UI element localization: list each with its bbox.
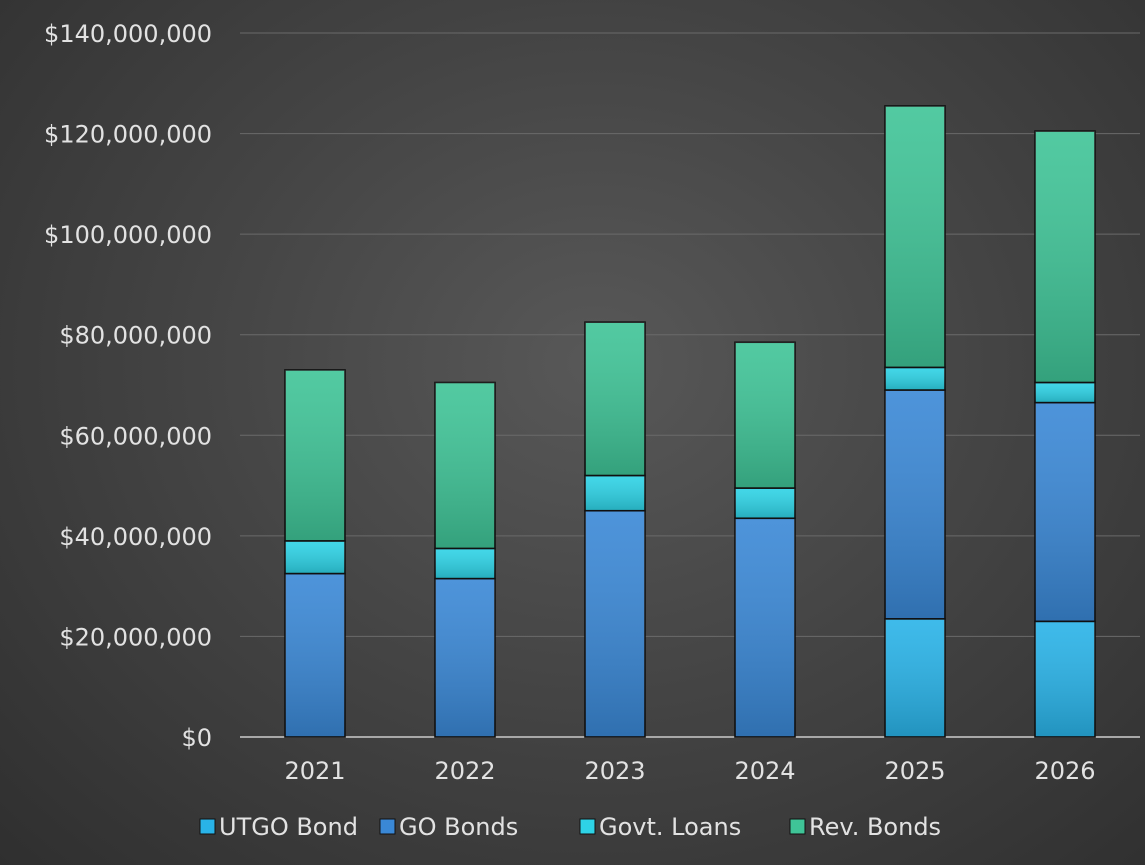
legend-swatch	[789, 818, 806, 835]
bar-segment-shade	[435, 382, 495, 549]
legend-item: GO Bonds	[379, 813, 518, 841]
legend-swatch	[199, 818, 216, 835]
x-tick-label: 2021	[284, 757, 345, 785]
y-tick-label: $140,000,000	[44, 20, 212, 48]
bar-segment-shade	[435, 548, 495, 579]
bar-stack-2023	[584, 321, 646, 738]
bar-segment-shade	[1035, 131, 1095, 383]
legend-label: UTGO Bond	[219, 813, 358, 841]
bar-segment-shade	[735, 518, 795, 737]
x-tick-label: 2025	[884, 757, 945, 785]
bar-segment-shade	[285, 573, 345, 737]
bar-stack-2022	[434, 381, 496, 738]
legend-label: GO Bonds	[399, 813, 518, 841]
bar-segment-shade	[585, 475, 645, 511]
bar-segment-shade	[885, 105, 945, 368]
bar-segment-shade	[1035, 621, 1095, 737]
bar-stack-2021	[284, 369, 346, 738]
bar-stack-2024	[734, 341, 796, 738]
bar-segment-shade	[1035, 402, 1095, 622]
bar-segment-shade	[285, 369, 345, 541]
legend-swatch	[579, 818, 596, 835]
y-tick-label: $80,000,000	[59, 322, 212, 350]
legend: UTGO Bond GO Bonds Govt. Loans Rev. Bonds	[199, 813, 941, 841]
bar-segment-shade	[585, 322, 645, 476]
x-tick-label: 2026	[1034, 757, 1095, 785]
y-tick-label: $60,000,000	[59, 422, 212, 450]
legend-swatch	[379, 818, 396, 835]
x-tick-label: 2024	[734, 757, 795, 785]
legend-label: Govt. Loans	[599, 813, 741, 841]
y-tick-label: $100,000,000	[44, 221, 212, 249]
y-tick-label: $40,000,000	[59, 523, 212, 551]
legend-item: UTGO Bond	[199, 813, 358, 841]
bars	[284, 105, 1096, 738]
bar-segment-shade	[1035, 382, 1095, 403]
y-tick-label: $0	[181, 724, 212, 752]
bar-segment-shade	[435, 578, 495, 737]
y-axis-tick-labels: $0 $20,000,000 $40,000,000 $60,000,000 $80,0…	[44, 20, 212, 752]
x-tick-label: 2023	[584, 757, 645, 785]
bar-stack-2026	[1034, 130, 1096, 738]
bar-segment-shade	[735, 488, 795, 519]
bar-segment-shade	[735, 342, 795, 489]
x-tick-label: 2022	[434, 757, 495, 785]
y-tick-label: $20,000,000	[59, 623, 212, 651]
bar-segment-shade	[285, 540, 345, 574]
bar-stack-2025	[884, 105, 946, 738]
x-axis-tick-labels: 2021 2022 2023 2024 2025 2026	[284, 757, 1095, 785]
gridlines	[240, 32, 1140, 738]
bar-segment-shade	[885, 618, 945, 737]
y-tick-label: $120,000,000	[44, 121, 212, 149]
bar-segment-shade	[585, 510, 645, 737]
legend-item: Rev. Bonds	[789, 813, 941, 841]
legend-item: Govt. Loans	[579, 813, 741, 841]
bar-segment-shade	[885, 390, 945, 619]
legend-label: Rev. Bonds	[809, 813, 941, 841]
bar-segment-shade	[885, 367, 945, 391]
